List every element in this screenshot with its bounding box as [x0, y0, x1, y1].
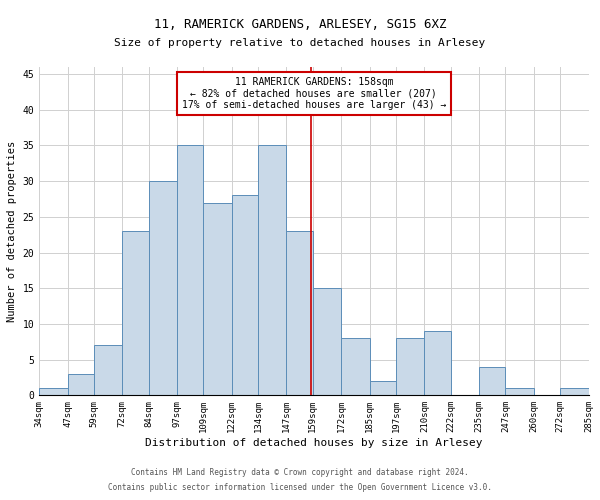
Bar	[203, 202, 232, 396]
Text: 11 RAMERICK GARDENS: 158sqm
← 82% of detached houses are smaller (207)
17% of se: 11 RAMERICK GARDENS: 158sqm ← 82% of det…	[182, 77, 446, 110]
Text: 11, RAMERICK GARDENS, ARLESEY, SG15 6XZ: 11, RAMERICK GARDENS, ARLESEY, SG15 6XZ	[154, 18, 446, 30]
Text: Contains HM Land Registry data © Crown copyright and database right 2024.: Contains HM Land Registry data © Crown c…	[131, 468, 469, 477]
Bar	[177, 146, 203, 396]
Bar	[341, 338, 370, 396]
Bar	[258, 146, 286, 396]
Bar	[479, 367, 505, 396]
Bar	[313, 288, 341, 396]
Text: Contains public sector information licensed under the Open Government Licence v3: Contains public sector information licen…	[108, 483, 492, 492]
Bar	[122, 231, 149, 396]
Bar	[39, 388, 68, 396]
Bar	[286, 231, 313, 396]
Bar	[68, 374, 94, 396]
Bar	[94, 346, 122, 396]
Bar	[370, 381, 396, 396]
Y-axis label: Number of detached properties: Number of detached properties	[7, 140, 17, 322]
X-axis label: Distribution of detached houses by size in Arlesey: Distribution of detached houses by size …	[145, 438, 482, 448]
Bar	[232, 196, 258, 396]
Bar	[149, 181, 177, 396]
Text: Size of property relative to detached houses in Arlesey: Size of property relative to detached ho…	[115, 38, 485, 48]
Bar	[560, 388, 589, 396]
Bar	[424, 331, 451, 396]
Bar	[396, 338, 424, 396]
Bar	[505, 388, 534, 396]
